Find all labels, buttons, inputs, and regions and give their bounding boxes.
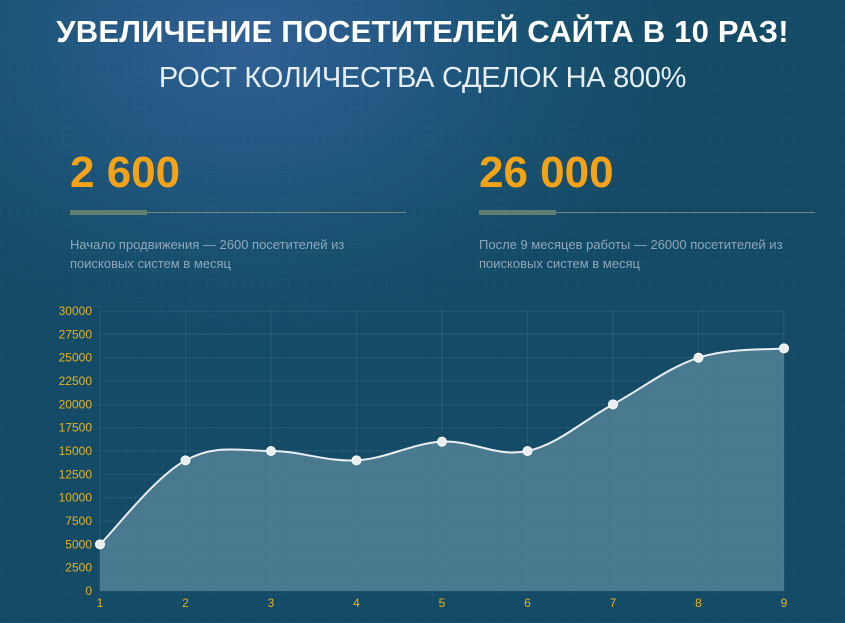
y-tick-label: 25000 <box>59 351 93 365</box>
y-tick-label: 22500 <box>59 374 93 388</box>
stat-start-description: Начало продвижения — 2600 посетителей из… <box>70 237 345 271</box>
data-point <box>608 399 618 410</box>
y-tick-label: 0 <box>85 584 92 598</box>
stat-end: 26 000 После 9 месяцев работы — 26000 по… <box>479 148 815 273</box>
x-tick-label: 3 <box>268 596 275 610</box>
y-tick-label: 17500 <box>59 421 93 435</box>
x-tick-label: 6 <box>524 596 531 610</box>
data-point <box>95 539 105 550</box>
data-point <box>779 343 789 354</box>
x-tick-label: 1 <box>97 596 104 610</box>
stat-end-progress-fill <box>479 210 557 215</box>
data-point <box>351 455 362 466</box>
y-tick-label: 2500 <box>65 561 92 575</box>
stat-start-progress-fill <box>70 210 148 215</box>
x-tick-label: 4 <box>353 596 360 610</box>
stat-end-progress-track <box>479 212 815 213</box>
x-tick-label: 7 <box>610 596 617 610</box>
y-tick-label: 30000 <box>59 304 93 318</box>
page-subtitle: РОСТ КОЛИЧЕСТВА СДЕЛОК НА 800% <box>158 62 687 94</box>
visitors-chart: 0250050007500100001250015000175002000022… <box>59 304 789 610</box>
stat-start-progress-bar <box>70 210 406 215</box>
page-title: УВЕЛИЧЕНИЕ ПОСЕТИТЕЛЕЙ САЙТА В 10 РАЗ! <box>56 14 789 49</box>
stat-end-value: 26 000 <box>479 148 614 197</box>
y-tick-label: 20000 <box>59 397 93 411</box>
y-tick-label: 27500 <box>59 327 93 341</box>
y-tick-label: 5000 <box>65 537 92 551</box>
x-tick-label: 9 <box>781 596 788 610</box>
y-tick-label: 15000 <box>59 444 93 458</box>
stat-end-description: После 9 месяцев работы — 26000 посетител… <box>479 237 783 271</box>
stat-start: 2 600 Начало продвижения — 2600 посетите… <box>70 148 406 273</box>
x-tick-label: 8 <box>695 596 702 610</box>
data-point <box>180 455 191 466</box>
y-tick-label: 10000 <box>59 491 93 505</box>
data-point <box>437 436 447 447</box>
data-point <box>522 446 533 456</box>
y-tick-label: 12500 <box>59 467 93 481</box>
y-tick-label: 7500 <box>65 514 92 528</box>
stat-start-value: 2 600 <box>70 148 181 197</box>
stat-end-progress-bar <box>479 210 815 215</box>
data-point <box>693 352 704 363</box>
data-point <box>266 446 276 456</box>
stat-start-progress-track <box>70 212 406 213</box>
x-tick-label: 5 <box>439 596 446 610</box>
x-tick-label: 2 <box>182 596 189 610</box>
